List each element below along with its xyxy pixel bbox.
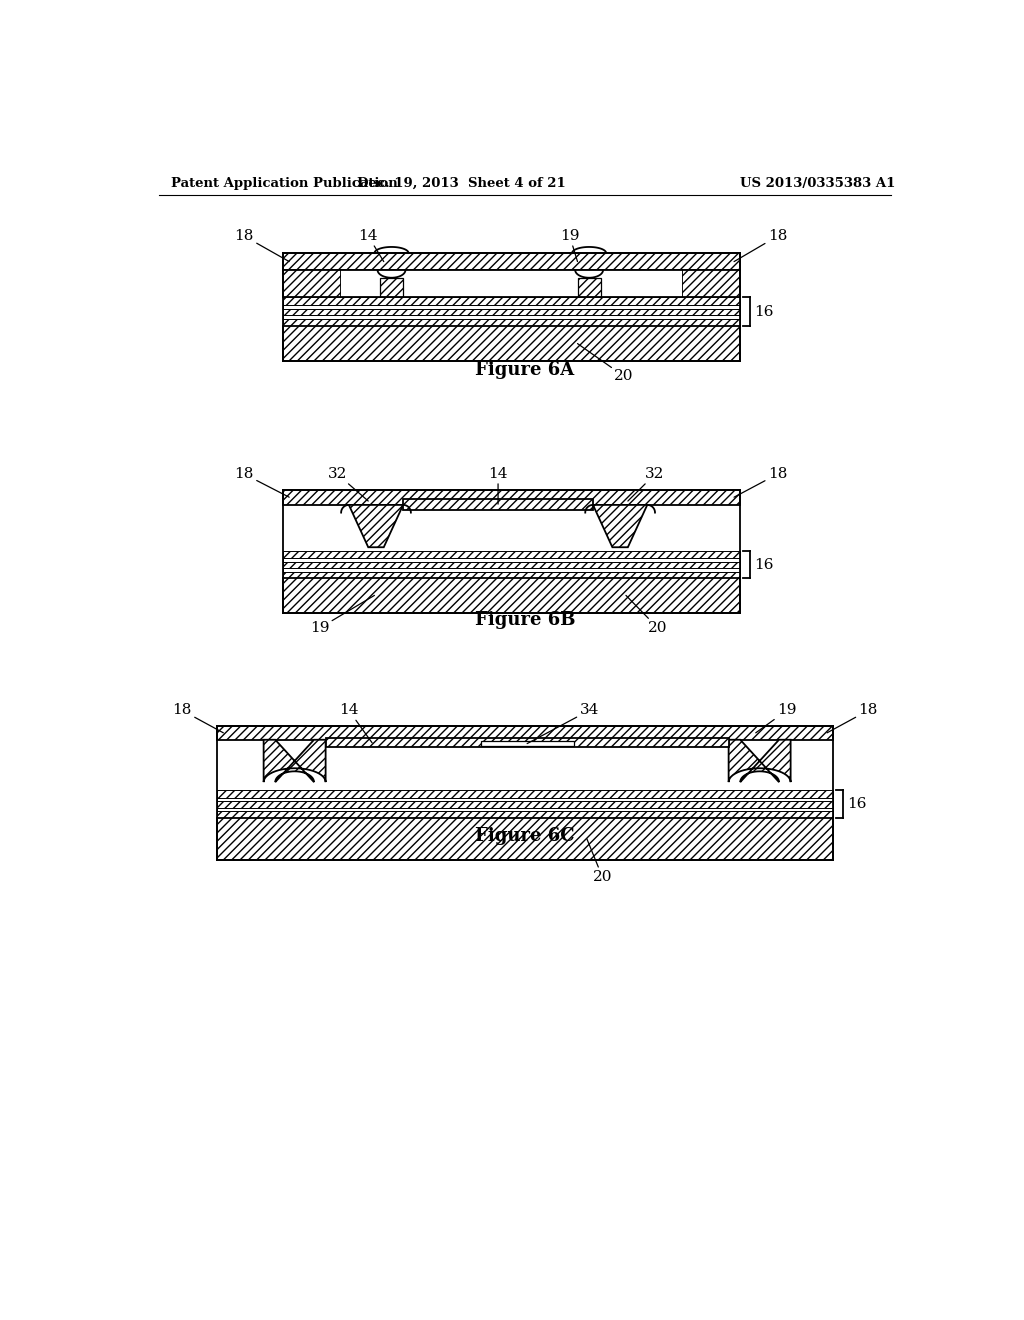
- Polygon shape: [263, 739, 326, 781]
- Bar: [217, 797, 834, 801]
- Bar: [283, 315, 740, 319]
- Text: Patent Application Publication: Patent Application Publication: [171, 177, 397, 190]
- Bar: [578, 277, 601, 297]
- Text: 16: 16: [755, 305, 774, 318]
- Text: 14: 14: [339, 704, 372, 743]
- Text: 20: 20: [578, 343, 634, 383]
- Text: 19: 19: [310, 595, 375, 635]
- Text: 16: 16: [847, 797, 866, 810]
- Polygon shape: [349, 506, 403, 548]
- Text: 18: 18: [734, 230, 787, 261]
- Bar: [283, 568, 740, 572]
- Bar: [217, 801, 834, 808]
- Bar: [283, 253, 740, 271]
- Bar: [217, 812, 834, 817]
- Text: US 2013/0335383 A1: US 2013/0335383 A1: [740, 177, 896, 190]
- Text: 18: 18: [827, 704, 878, 733]
- Bar: [283, 558, 740, 562]
- Bar: [341, 271, 682, 297]
- Bar: [326, 738, 729, 747]
- Text: Figure 6A: Figure 6A: [475, 362, 574, 379]
- Bar: [217, 726, 834, 739]
- Bar: [283, 309, 740, 315]
- Bar: [283, 578, 740, 612]
- Bar: [283, 326, 740, 360]
- Bar: [283, 562, 740, 568]
- Bar: [682, 271, 740, 297]
- Bar: [283, 271, 341, 297]
- Bar: [217, 808, 834, 812]
- Bar: [283, 297, 740, 305]
- Text: 14: 14: [488, 467, 508, 504]
- Bar: [283, 319, 740, 326]
- Bar: [403, 499, 593, 510]
- Bar: [283, 552, 740, 558]
- Text: 18: 18: [234, 230, 289, 261]
- Bar: [380, 277, 403, 297]
- Text: 19: 19: [756, 704, 797, 733]
- Text: Figure 6B: Figure 6B: [474, 611, 575, 630]
- Bar: [283, 490, 740, 506]
- Bar: [283, 572, 740, 578]
- Bar: [480, 742, 573, 746]
- Polygon shape: [729, 739, 791, 781]
- Text: 18: 18: [234, 467, 289, 498]
- Text: 18: 18: [734, 467, 787, 498]
- Text: 34: 34: [527, 704, 599, 743]
- Text: Dec. 19, 2013  Sheet 4 of 21: Dec. 19, 2013 Sheet 4 of 21: [357, 177, 565, 190]
- Bar: [217, 817, 834, 859]
- Bar: [217, 789, 834, 797]
- Text: 18: 18: [173, 704, 223, 733]
- Text: Figure 6C: Figure 6C: [475, 828, 574, 845]
- Bar: [283, 305, 740, 309]
- Text: 20: 20: [626, 595, 668, 635]
- Text: 20: 20: [587, 838, 612, 884]
- Polygon shape: [593, 506, 647, 548]
- Text: 32: 32: [328, 467, 369, 502]
- Text: 32: 32: [628, 467, 665, 502]
- Text: 16: 16: [755, 557, 774, 572]
- Text: 19: 19: [560, 230, 580, 261]
- Text: 14: 14: [358, 230, 384, 261]
